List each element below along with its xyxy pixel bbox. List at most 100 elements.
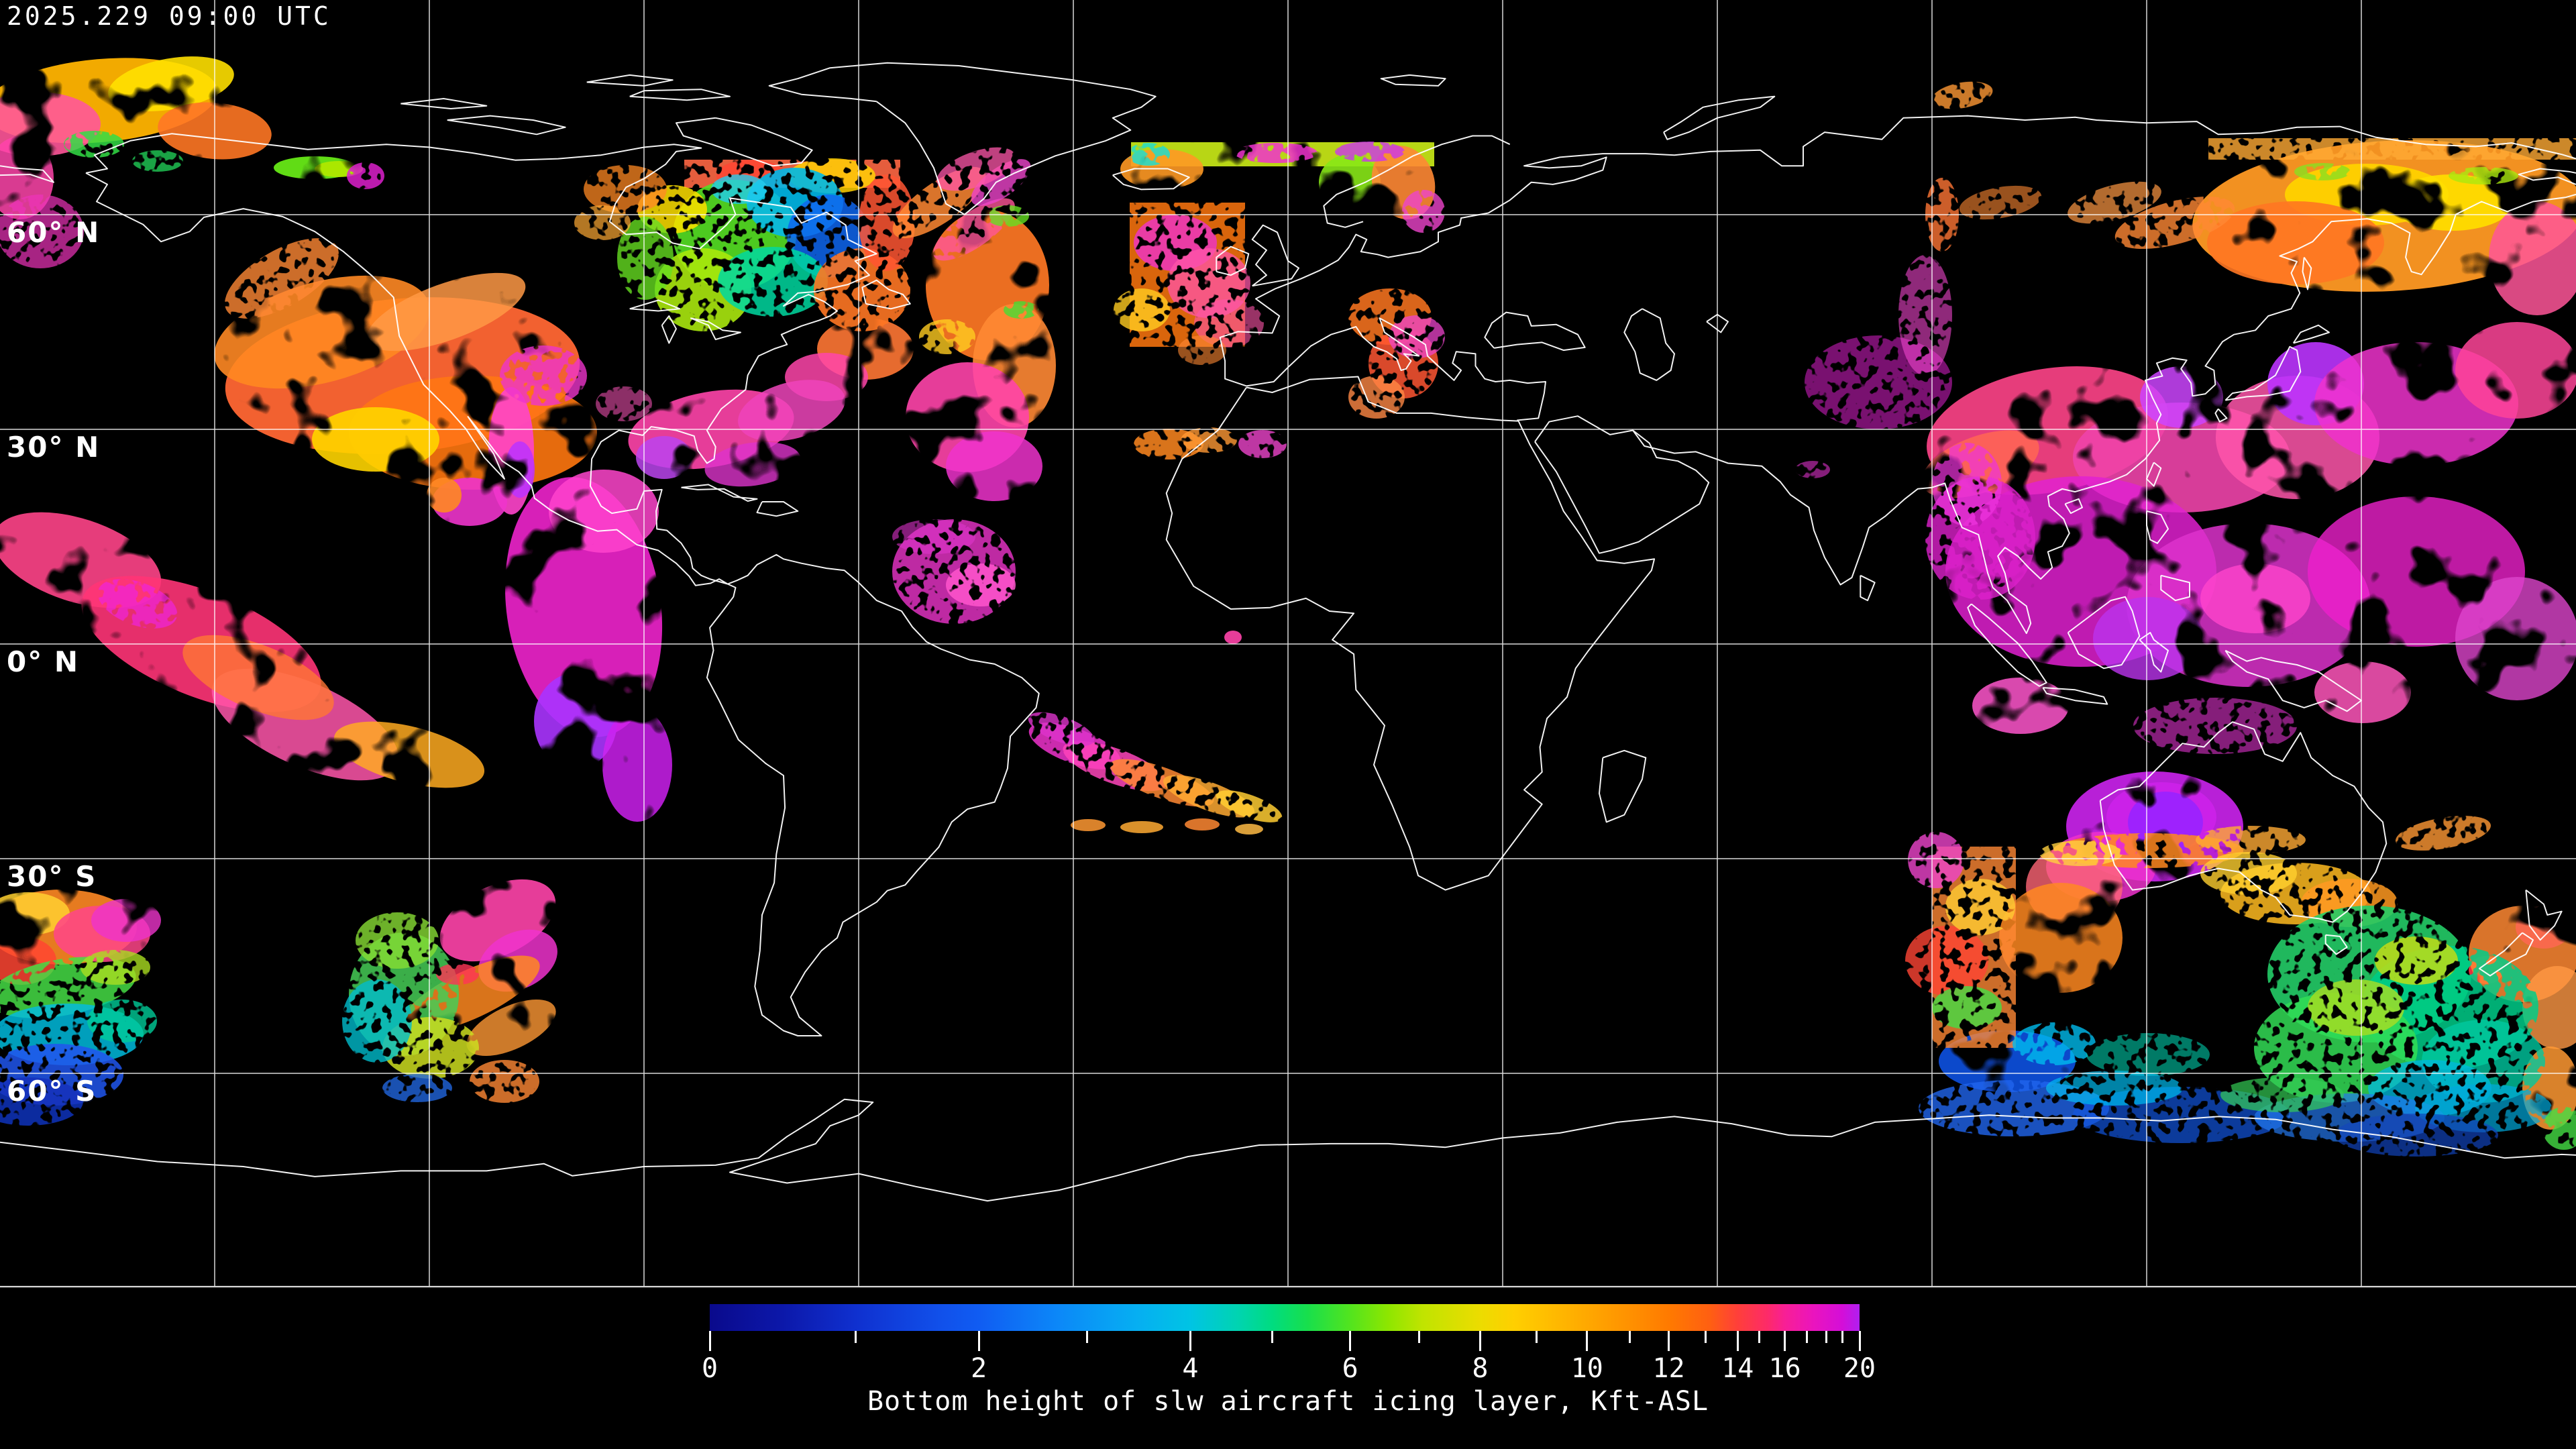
icing-data-patch — [80, 950, 150, 985]
coastline — [629, 89, 731, 101]
colorbar-tick — [708, 1331, 711, 1351]
coastline — [629, 299, 681, 312]
icing-data-patch — [1959, 185, 2042, 220]
coastline — [861, 279, 911, 310]
icing-data-patch — [225, 238, 339, 319]
icing-data-patch — [971, 159, 1031, 206]
coastline — [400, 98, 488, 109]
icing-data-patch — [1999, 883, 2123, 993]
icing-data-patch — [500, 345, 587, 406]
icing-data-patch — [97, 579, 178, 629]
coastline — [2224, 345, 2302, 401]
coastline — [2518, 168, 2576, 185]
icing-data-patch — [1795, 461, 1830, 478]
coastline — [586, 74, 674, 87]
icing-data-patch — [1932, 443, 2002, 526]
colorbar-tick — [1805, 1331, 1808, 1343]
icing-data-patch — [1908, 832, 1964, 888]
coastline — [1246, 317, 1546, 421]
coastline — [2139, 632, 2169, 673]
icing-data-patch — [64, 131, 124, 158]
icing-data-patch — [2093, 597, 2203, 680]
coastline — [0, 1098, 2576, 1202]
icing-data-patch — [1120, 821, 1163, 833]
icing-data-patch — [2068, 181, 2161, 224]
icing-data-patch — [1945, 879, 2015, 935]
icing-data-patch — [1181, 427, 1237, 453]
data-patches-solid — [1071, 631, 2504, 984]
icing-data-patch — [2208, 138, 2576, 160]
icing-data-patch — [1194, 299, 1264, 347]
coastline — [2292, 324, 2330, 344]
icing-data-patch — [1335, 142, 1405, 162]
colorbar-tick-label: 2 — [971, 1353, 987, 1384]
icing-data-patch — [1402, 190, 1445, 233]
coastlines — [0, 62, 2576, 1202]
colorbar-tick — [1858, 1331, 1861, 1351]
icing-data-patch — [1235, 824, 1263, 835]
colorbar-tick — [1349, 1331, 1352, 1351]
coastline — [1860, 574, 1876, 602]
icing-data-patch — [1931, 81, 1993, 109]
coastline — [661, 315, 677, 344]
colorbar: 0 2 4 6 8 10 12 14 16 20 — [702, 1304, 1876, 1382]
data-patches-speckled — [0, 81, 2576, 1157]
coastline — [1632, 193, 2576, 635]
coastline — [756, 501, 799, 517]
icing-data-patch — [946, 564, 1016, 606]
icing-data-patch — [596, 386, 652, 421]
icing-data-patch — [2390, 174, 2514, 231]
colorbar-tick-label: 12 — [1652, 1353, 1685, 1384]
colorbar-tick-label: 14 — [1721, 1353, 1754, 1384]
colorbar-gradient — [710, 1304, 1860, 1331]
colorbar-tick — [1667, 1331, 1670, 1351]
coastline — [1323, 135, 1511, 228]
coastline — [1216, 246, 1250, 276]
icing-data-patch — [549, 470, 659, 553]
icing-data-patch — [986, 205, 1029, 227]
coastline — [2324, 934, 2348, 955]
icing-data-patch — [2542, 1107, 2576, 1150]
colorbar-tick — [1841, 1331, 1843, 1343]
icing-data-patch — [602, 708, 672, 822]
icing-data-patch — [1114, 288, 1170, 331]
icing-data-patch — [1972, 678, 2069, 734]
coastline — [447, 115, 566, 136]
icing-data-patch — [1905, 926, 1988, 996]
icing-data-patch — [534, 673, 617, 769]
coastline — [1706, 313, 1729, 333]
icing-data-patch — [2395, 816, 2491, 851]
colorbar-tick — [1825, 1331, 1827, 1343]
icing-data-patch — [1389, 315, 1445, 358]
colorbar-tick — [1736, 1331, 1739, 1351]
coastline — [2160, 574, 2190, 602]
icing-data-patch — [0, 892, 70, 935]
latitude-label: 30° N — [7, 431, 101, 464]
icing-data-patch — [2220, 1077, 2344, 1112]
icing-data-patch — [2455, 322, 2576, 419]
icing-data-patch — [182, 635, 334, 720]
icing-data-patch — [347, 162, 384, 189]
icing-data-patch — [2207, 201, 2384, 284]
coastline — [1967, 603, 2047, 687]
coastline — [85, 133, 1040, 1036]
icing-data-patch — [1234, 143, 1318, 163]
coastline — [2064, 498, 2083, 515]
coastline — [2067, 596, 2141, 669]
icing-data-patch — [1127, 143, 1170, 166]
colorbar-tick-label: 6 — [1342, 1353, 1358, 1384]
colorbar-tick — [1628, 1331, 1631, 1343]
icing-data-patch — [466, 999, 556, 1057]
icing-data-patch — [2294, 163, 2351, 180]
icing-data-patch — [0, 195, 84, 268]
icing-data-patch — [91, 899, 161, 942]
coastline — [1219, 115, 2576, 387]
icing-data-patch — [312, 407, 439, 472]
icing-data-patch — [0, 1077, 83, 1126]
icing-data-patch — [2334, 1114, 2498, 1157]
icing-data-patch — [2489, 201, 2576, 315]
coastline — [1534, 415, 1710, 554]
colorbar-tick-label: 20 — [1843, 1353, 1876, 1384]
